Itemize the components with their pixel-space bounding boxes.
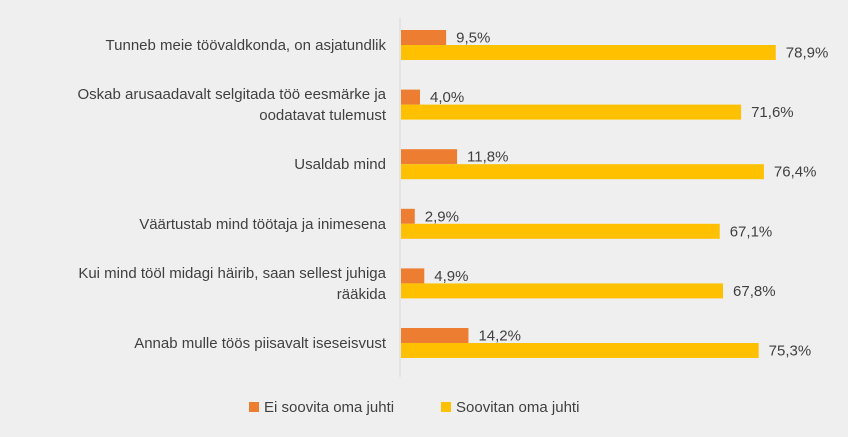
data-label: 67,1% [730, 223, 773, 240]
data-label: 71,6% [751, 104, 794, 121]
data-label: 4,9% [434, 268, 468, 285]
category-label: Usaldab mind [294, 156, 386, 173]
bar-soovitan [401, 164, 764, 180]
bar-ei-soovita [401, 268, 425, 284]
data-label: 14,2% [478, 328, 521, 345]
bar-ei-soovita [401, 30, 447, 45]
bar-soovitan [401, 104, 742, 120]
bar-soovitan [401, 283, 724, 299]
data-label: 11,8% [467, 149, 508, 166]
bar-ei-soovita [401, 89, 420, 105]
data-label: 9,5% [456, 30, 490, 47]
data-label: 4,0% [430, 89, 464, 106]
legend-swatch [441, 402, 451, 412]
data-label: 78,9% [786, 45, 829, 62]
legend-swatch [249, 402, 259, 412]
data-label: 76,4% [774, 164, 817, 181]
bar-ei-soovita [401, 328, 469, 343]
category-label: Annab mulle töös piisavalt iseseisvust [134, 335, 387, 352]
category-label: Oskab arusaadavalt selgitada töö eesmärk… [77, 86, 386, 103]
data-label: 2,9% [425, 208, 459, 225]
category-label: Tunneb meie töövaldkonda, on asjatundlik [106, 37, 387, 54]
data-label: 75,3% [769, 343, 812, 360]
category-label: rääkida [337, 286, 387, 303]
bar-soovitan [401, 45, 776, 60]
bar-soovitan [401, 343, 759, 358]
category-label: Väärtustab mind töötaja ja inimesena [139, 216, 386, 233]
bar-soovitan [401, 223, 720, 239]
bar-ei-soovita [401, 149, 458, 165]
data-label: 67,8% [733, 283, 776, 300]
legend-label: Ei soovita oma juhti [264, 399, 394, 416]
bar-ei-soovita [401, 208, 415, 224]
category-label: Kui mind tööl midagi häirib, saan selles… [78, 265, 386, 282]
category-label: oodatavat tulemust [259, 107, 387, 124]
legend-label: Soovitan oma juhti [456, 399, 579, 416]
